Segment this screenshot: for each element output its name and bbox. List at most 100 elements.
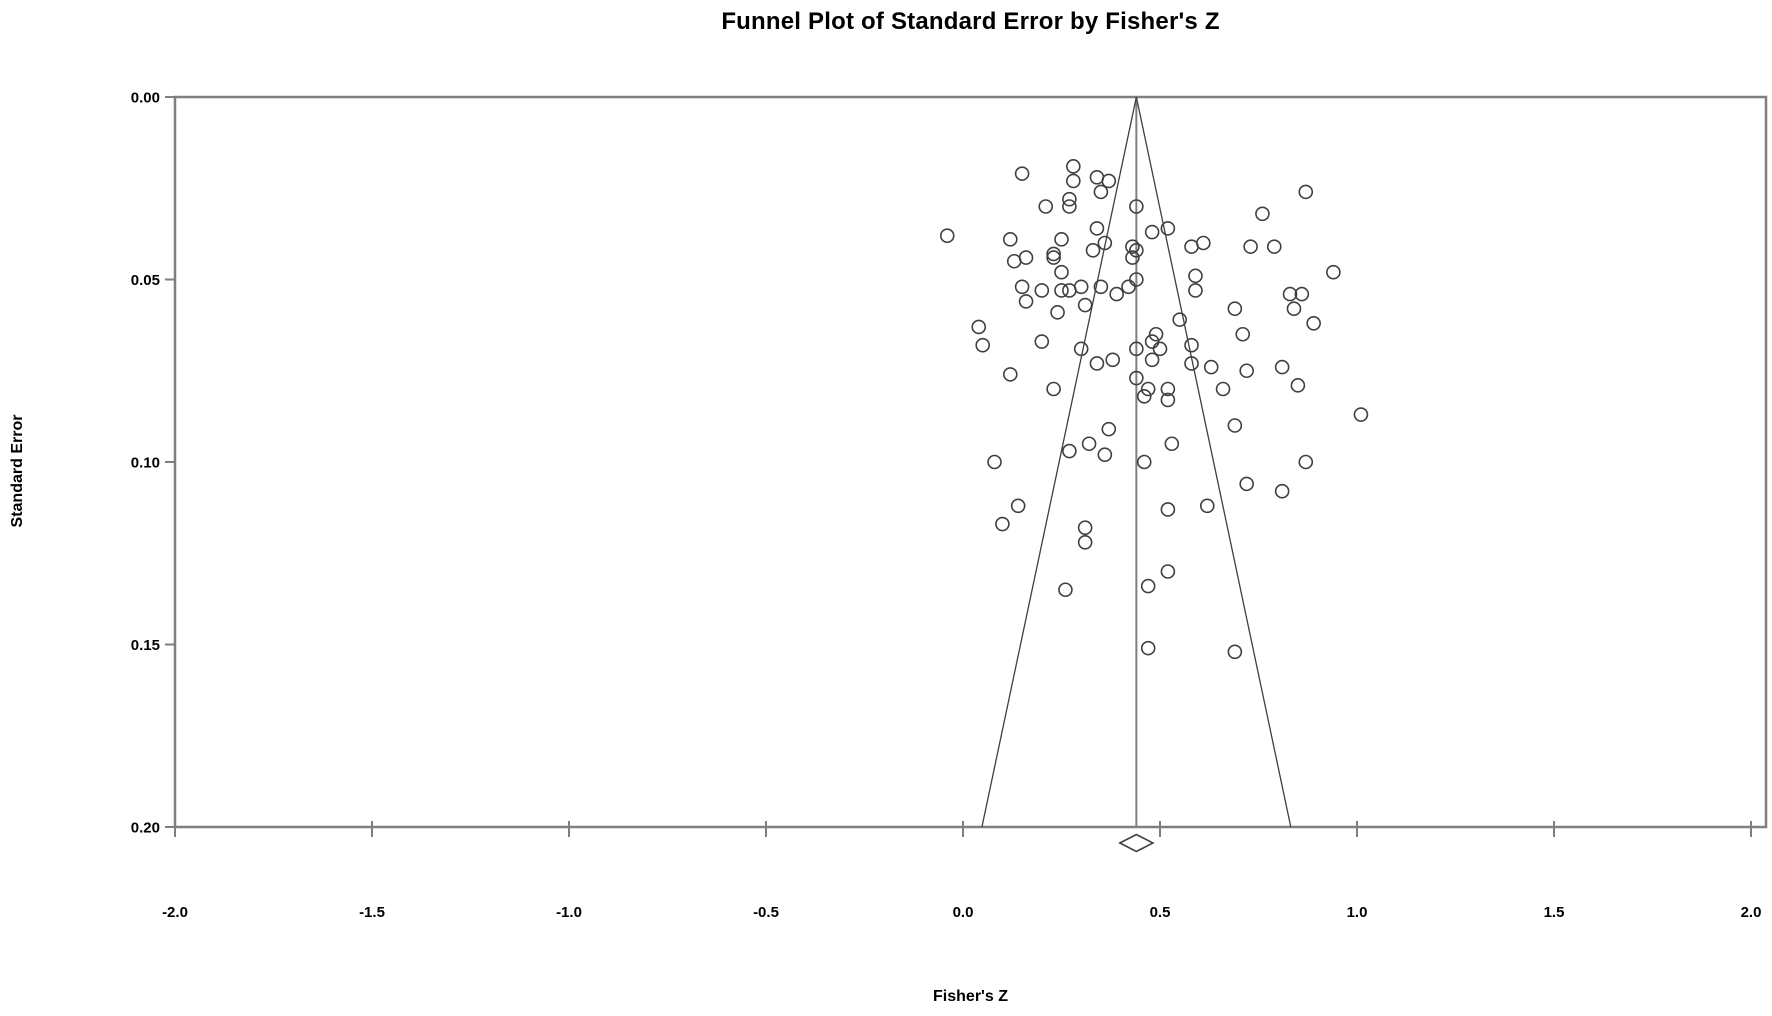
data-point (1093, 184, 1109, 200)
data-point (1077, 297, 1093, 313)
data-point (1062, 443, 1077, 459)
data-point (1298, 454, 1314, 470)
data-point (1125, 239, 1140, 254)
data-point (1160, 502, 1176, 517)
data-point (1274, 483, 1290, 499)
data-point (1144, 352, 1160, 368)
data-point (1054, 232, 1069, 247)
summary-diamond (1118, 833, 1155, 853)
data-point (1136, 454, 1152, 470)
data-point (1160, 564, 1176, 579)
data-point (1077, 534, 1093, 550)
data-point (1353, 407, 1369, 422)
data-point (1282, 286, 1298, 302)
x-tick-label: -1.0 (556, 904, 582, 921)
data-point (1274, 359, 1290, 375)
y-tick-label: 0.10 (131, 455, 160, 472)
data-point (1160, 221, 1176, 236)
data-point (1326, 264, 1341, 280)
data-point (1144, 224, 1160, 240)
data-point (1148, 326, 1164, 342)
data-point (1239, 476, 1254, 492)
data-point (1136, 388, 1152, 404)
data-point (1129, 272, 1144, 287)
data-point (971, 319, 987, 335)
data-point (1306, 315, 1321, 331)
data-point (1121, 279, 1136, 295)
data-point (1243, 239, 1258, 254)
data-point (1188, 268, 1203, 284)
data-point (1054, 283, 1069, 298)
data-point (1129, 243, 1144, 258)
data-point (1097, 447, 1113, 463)
chart-title: Funnel Plot of Standard Error by Fisher'… (721, 8, 1220, 35)
data-point (1089, 170, 1105, 185)
data-point (1002, 367, 1018, 382)
data-point (1227, 418, 1243, 433)
data-point (1203, 359, 1219, 375)
y-tick-label: 0.05 (131, 272, 160, 289)
data-point (1184, 356, 1199, 371)
data-point (1184, 337, 1199, 353)
data-point (1006, 253, 1022, 269)
data-point (1002, 232, 1018, 247)
data-point (1227, 644, 1243, 660)
x-tick-label: 1.5 (1544, 904, 1565, 921)
data-point (1101, 173, 1117, 189)
data-point (1018, 250, 1034, 265)
data-point (995, 516, 1010, 532)
data-point (975, 337, 991, 353)
data-point (1266, 239, 1282, 254)
data-point (1235, 326, 1251, 342)
data-point (1085, 243, 1101, 258)
data-point (1066, 159, 1081, 174)
data-point (1062, 191, 1077, 207)
data-point (1046, 250, 1061, 265)
data-point (1046, 381, 1061, 397)
data-point (1286, 301, 1302, 317)
data-point (1215, 381, 1231, 397)
data-point (1290, 378, 1306, 393)
x-tick-label: 0.5 (1150, 904, 1171, 921)
data-point (1184, 239, 1199, 254)
data-point (987, 454, 1002, 470)
data-point (1073, 279, 1089, 295)
data-point (1010, 498, 1026, 514)
y-tick-label: 0.00 (131, 90, 160, 107)
plot-frame (173, 95, 1768, 829)
data-point (1073, 341, 1089, 357)
data-point (1058, 582, 1073, 598)
data-point (1062, 199, 1077, 214)
data-point (1188, 283, 1203, 298)
data-point (939, 228, 955, 243)
data-point (1196, 235, 1211, 251)
data-point (1081, 436, 1097, 452)
x-tick-label: -2.0 (162, 904, 188, 921)
data-point (1089, 356, 1105, 371)
data-point (1089, 221, 1105, 236)
x-tick-label: -1.5 (359, 904, 385, 921)
data-point (1050, 305, 1065, 320)
y-tick-label: 0.15 (131, 637, 160, 654)
x-tick-label: 0.0 (953, 904, 974, 921)
data-point (1298, 184, 1314, 200)
data-point (1034, 334, 1050, 349)
data-point (1018, 294, 1034, 309)
data-point (1097, 235, 1113, 251)
y-tick-label: 0.20 (131, 820, 160, 837)
data-point (1152, 341, 1168, 357)
x-tick-label: -0.5 (753, 904, 779, 921)
data-point (1227, 301, 1243, 317)
funnel-right-line (1135, 96, 1292, 828)
data-point (1066, 173, 1081, 189)
data-point (1199, 498, 1215, 514)
data-point (1129, 199, 1144, 214)
data-point (1172, 312, 1187, 327)
data-point (1034, 283, 1050, 298)
data-point (1105, 352, 1121, 368)
data-point (1140, 640, 1156, 656)
data-point (1129, 370, 1144, 386)
data-point (1046, 246, 1061, 262)
data-point (1239, 363, 1254, 379)
